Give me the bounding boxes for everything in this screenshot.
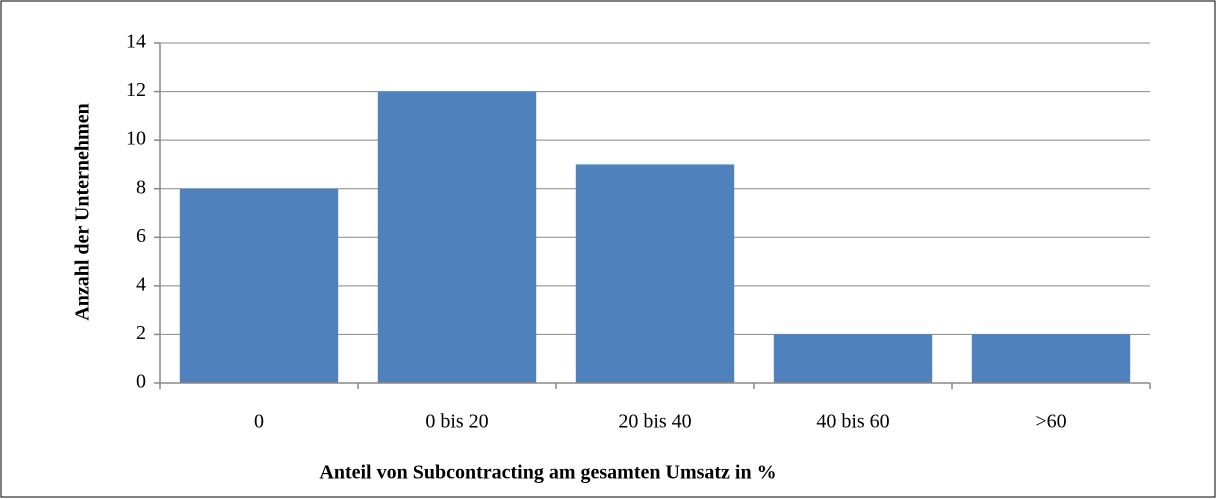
y-tick-label: 4 <box>136 273 146 295</box>
x-tick-label: 0 bis 20 <box>425 411 488 433</box>
x-tick-label: 20 bis 40 <box>618 411 691 433</box>
y-tick-label: 8 <box>136 176 146 198</box>
x-tick-label: 0 <box>254 411 264 433</box>
y-tick-label: 10 <box>126 128 146 150</box>
y-tick-label: 14 <box>126 31 146 53</box>
bar <box>575 164 735 383</box>
y-tick-label: 12 <box>126 79 146 101</box>
y-axis-label: Anzahl der Unternehmen <box>72 103 94 320</box>
y-tick-label: 6 <box>136 225 146 247</box>
bar <box>971 334 1131 383</box>
bar <box>773 334 933 383</box>
x-axis-label: Anteil von Subcontracting am gesamten Um… <box>319 462 776 484</box>
y-tick-label: 0 <box>136 371 146 393</box>
bar <box>179 188 339 383</box>
bar <box>377 91 537 384</box>
x-tick-label: >60 <box>1035 411 1066 433</box>
x-tick-label: 40 bis 60 <box>816 411 889 433</box>
y-tick-label: 2 <box>136 322 146 344</box>
